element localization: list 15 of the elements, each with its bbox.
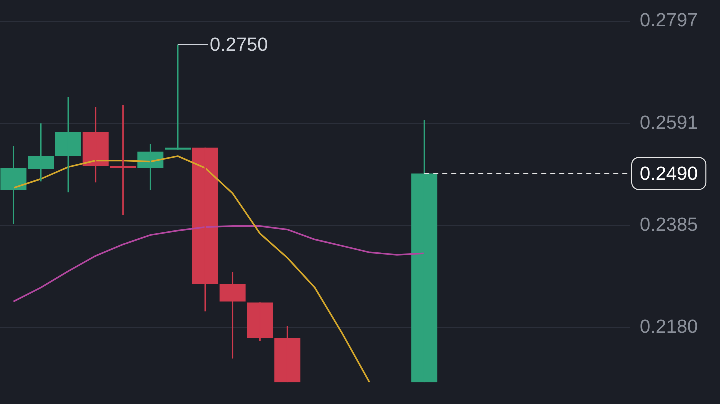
- candlestick: [55, 96, 82, 194]
- candlestick: [412, 119, 438, 383]
- annotation: 0.2750: [210, 34, 268, 56]
- y-tick-label: 0.2180: [640, 316, 698, 338]
- candlestick: [274, 325, 301, 383]
- y-tick-label: 0.2797: [640, 10, 698, 32]
- candlestick: [165, 44, 192, 151]
- y-tick-label: 0.2385: [640, 215, 698, 236]
- ref-line-label: 0.2490: [640, 164, 698, 185]
- candlestick: [220, 272, 246, 360]
- candlestick: [110, 104, 136, 216]
- y-tick-label: 0.2591: [640, 112, 698, 134]
- candlestick: [192, 147, 218, 312]
- candlestick: [82, 106, 109, 184]
- candlestick: [247, 302, 274, 342]
